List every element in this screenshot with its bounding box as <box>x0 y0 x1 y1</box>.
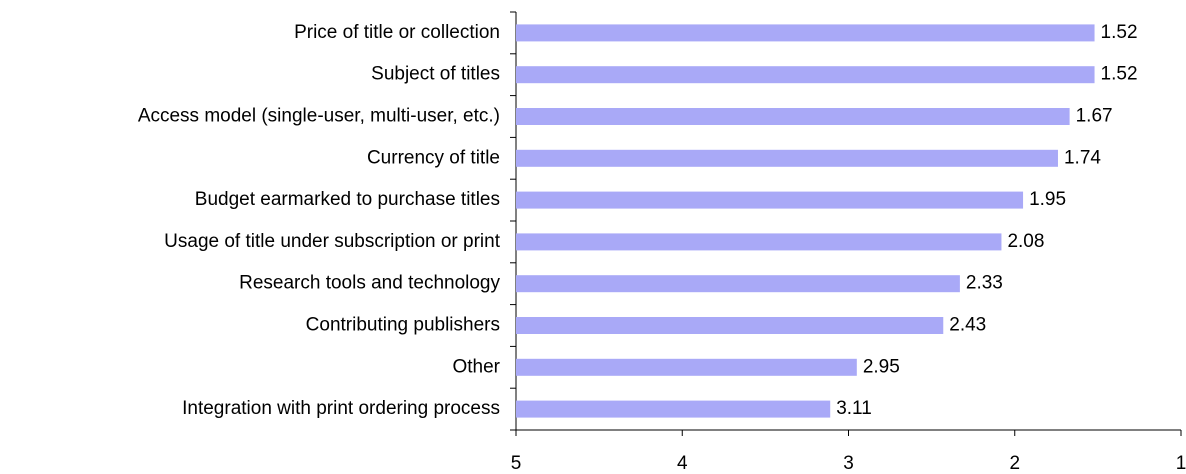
y-tick-label: Price of title or collection <box>294 22 500 43</box>
y-tick-label: Contributing publishers <box>306 315 500 336</box>
y-tick-label: Budget earmarked to purchase titles <box>195 189 500 210</box>
bar <box>516 149 1058 167</box>
bar <box>516 108 1070 125</box>
value-label: 1.52 <box>1101 22 1138 43</box>
y-tick-label: Research tools and technology <box>239 273 500 294</box>
value-label: 2.08 <box>1007 231 1044 252</box>
value-label: 1.67 <box>1076 106 1113 127</box>
value-label: 2.33 <box>966 273 1003 294</box>
y-tick-label: Currency of title <box>367 147 500 168</box>
value-label: 2.43 <box>949 315 986 336</box>
x-tick-label: 2 <box>1009 453 1020 474</box>
bar <box>516 358 857 376</box>
bar <box>516 317 944 334</box>
x-tick-label: 5 <box>511 453 522 474</box>
value-label: 2.95 <box>863 356 900 377</box>
bar <box>516 233 1002 251</box>
value-label: 1.95 <box>1029 189 1066 210</box>
x-tick-label: 3 <box>843 453 854 474</box>
y-tick-label: Subject of titles <box>371 64 500 85</box>
value-label: 1.52 <box>1101 64 1138 85</box>
y-tick-label: Integration with print ordering process <box>182 398 500 419</box>
bar <box>516 400 831 418</box>
y-tick-label: Other <box>452 356 500 377</box>
x-tick-label: 4 <box>677 453 688 474</box>
bar <box>516 191 1024 209</box>
value-label: 1.74 <box>1064 147 1101 168</box>
value-label: 3.11 <box>836 398 872 419</box>
bar <box>516 66 1095 84</box>
bar <box>516 24 1095 42</box>
y-tick-label: Access model (single-user, multi-user, e… <box>138 106 500 127</box>
bar <box>516 275 960 293</box>
x-tick-label: 1 <box>1176 453 1186 474</box>
y-tick-label: Usage of title under subscription or pri… <box>164 231 501 252</box>
